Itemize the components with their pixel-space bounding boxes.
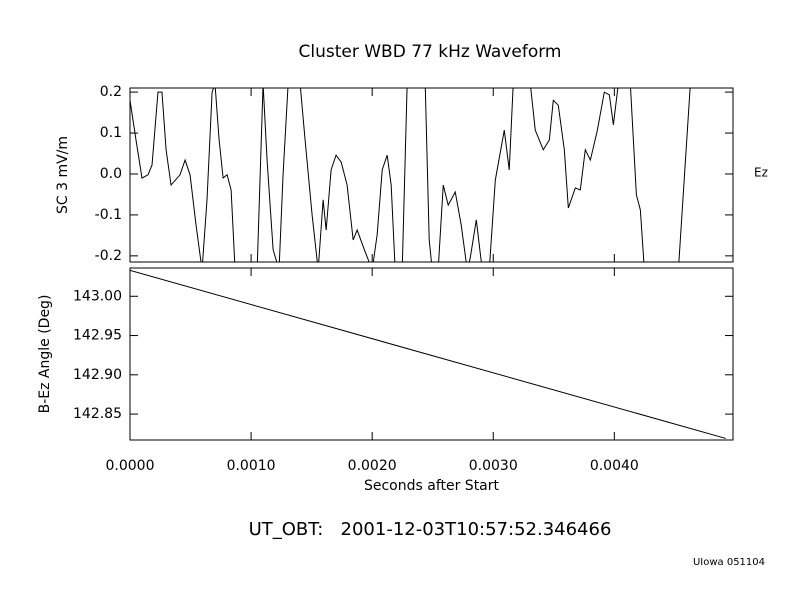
x-tick-label: 0.0000 xyxy=(106,458,155,474)
y-tick-label: -0.1 xyxy=(95,207,122,223)
chart-title: Cluster WBD 77 kHz Waveform xyxy=(299,42,562,62)
y-tick-label: 0.1 xyxy=(100,125,122,141)
y-tick-label: 142.90 xyxy=(73,367,122,383)
y-tick-label: -0.2 xyxy=(95,248,122,264)
plot-frame xyxy=(129,267,734,441)
y-tick-label: 142.95 xyxy=(73,328,122,344)
series-line xyxy=(130,88,691,262)
series-line xyxy=(130,269,726,439)
x-tick-label: 0.0020 xyxy=(348,458,397,474)
y-tick-label: 0.2 xyxy=(100,84,122,100)
x-tick-label: 0.0040 xyxy=(590,458,639,474)
y-axis-label: B-Ez Angle (Deg) xyxy=(37,295,53,414)
y-axis-label: SC 3 mV/m xyxy=(55,136,71,214)
y-tick-label: 142.85 xyxy=(73,406,122,422)
legend-label: Ez xyxy=(754,166,768,180)
subtitle: UT_OBT: 2001-12-03T10:57:52.346466 xyxy=(249,519,612,540)
y-tick-label: 143.00 xyxy=(73,288,122,304)
x-axis-label: Seconds after Start xyxy=(364,478,500,494)
y-tick-label: 0.0 xyxy=(100,166,122,182)
footer: UIowa 051104 xyxy=(693,557,765,568)
x-tick-label: 0.0030 xyxy=(469,458,518,474)
x-tick-label: 0.0010 xyxy=(227,458,276,474)
